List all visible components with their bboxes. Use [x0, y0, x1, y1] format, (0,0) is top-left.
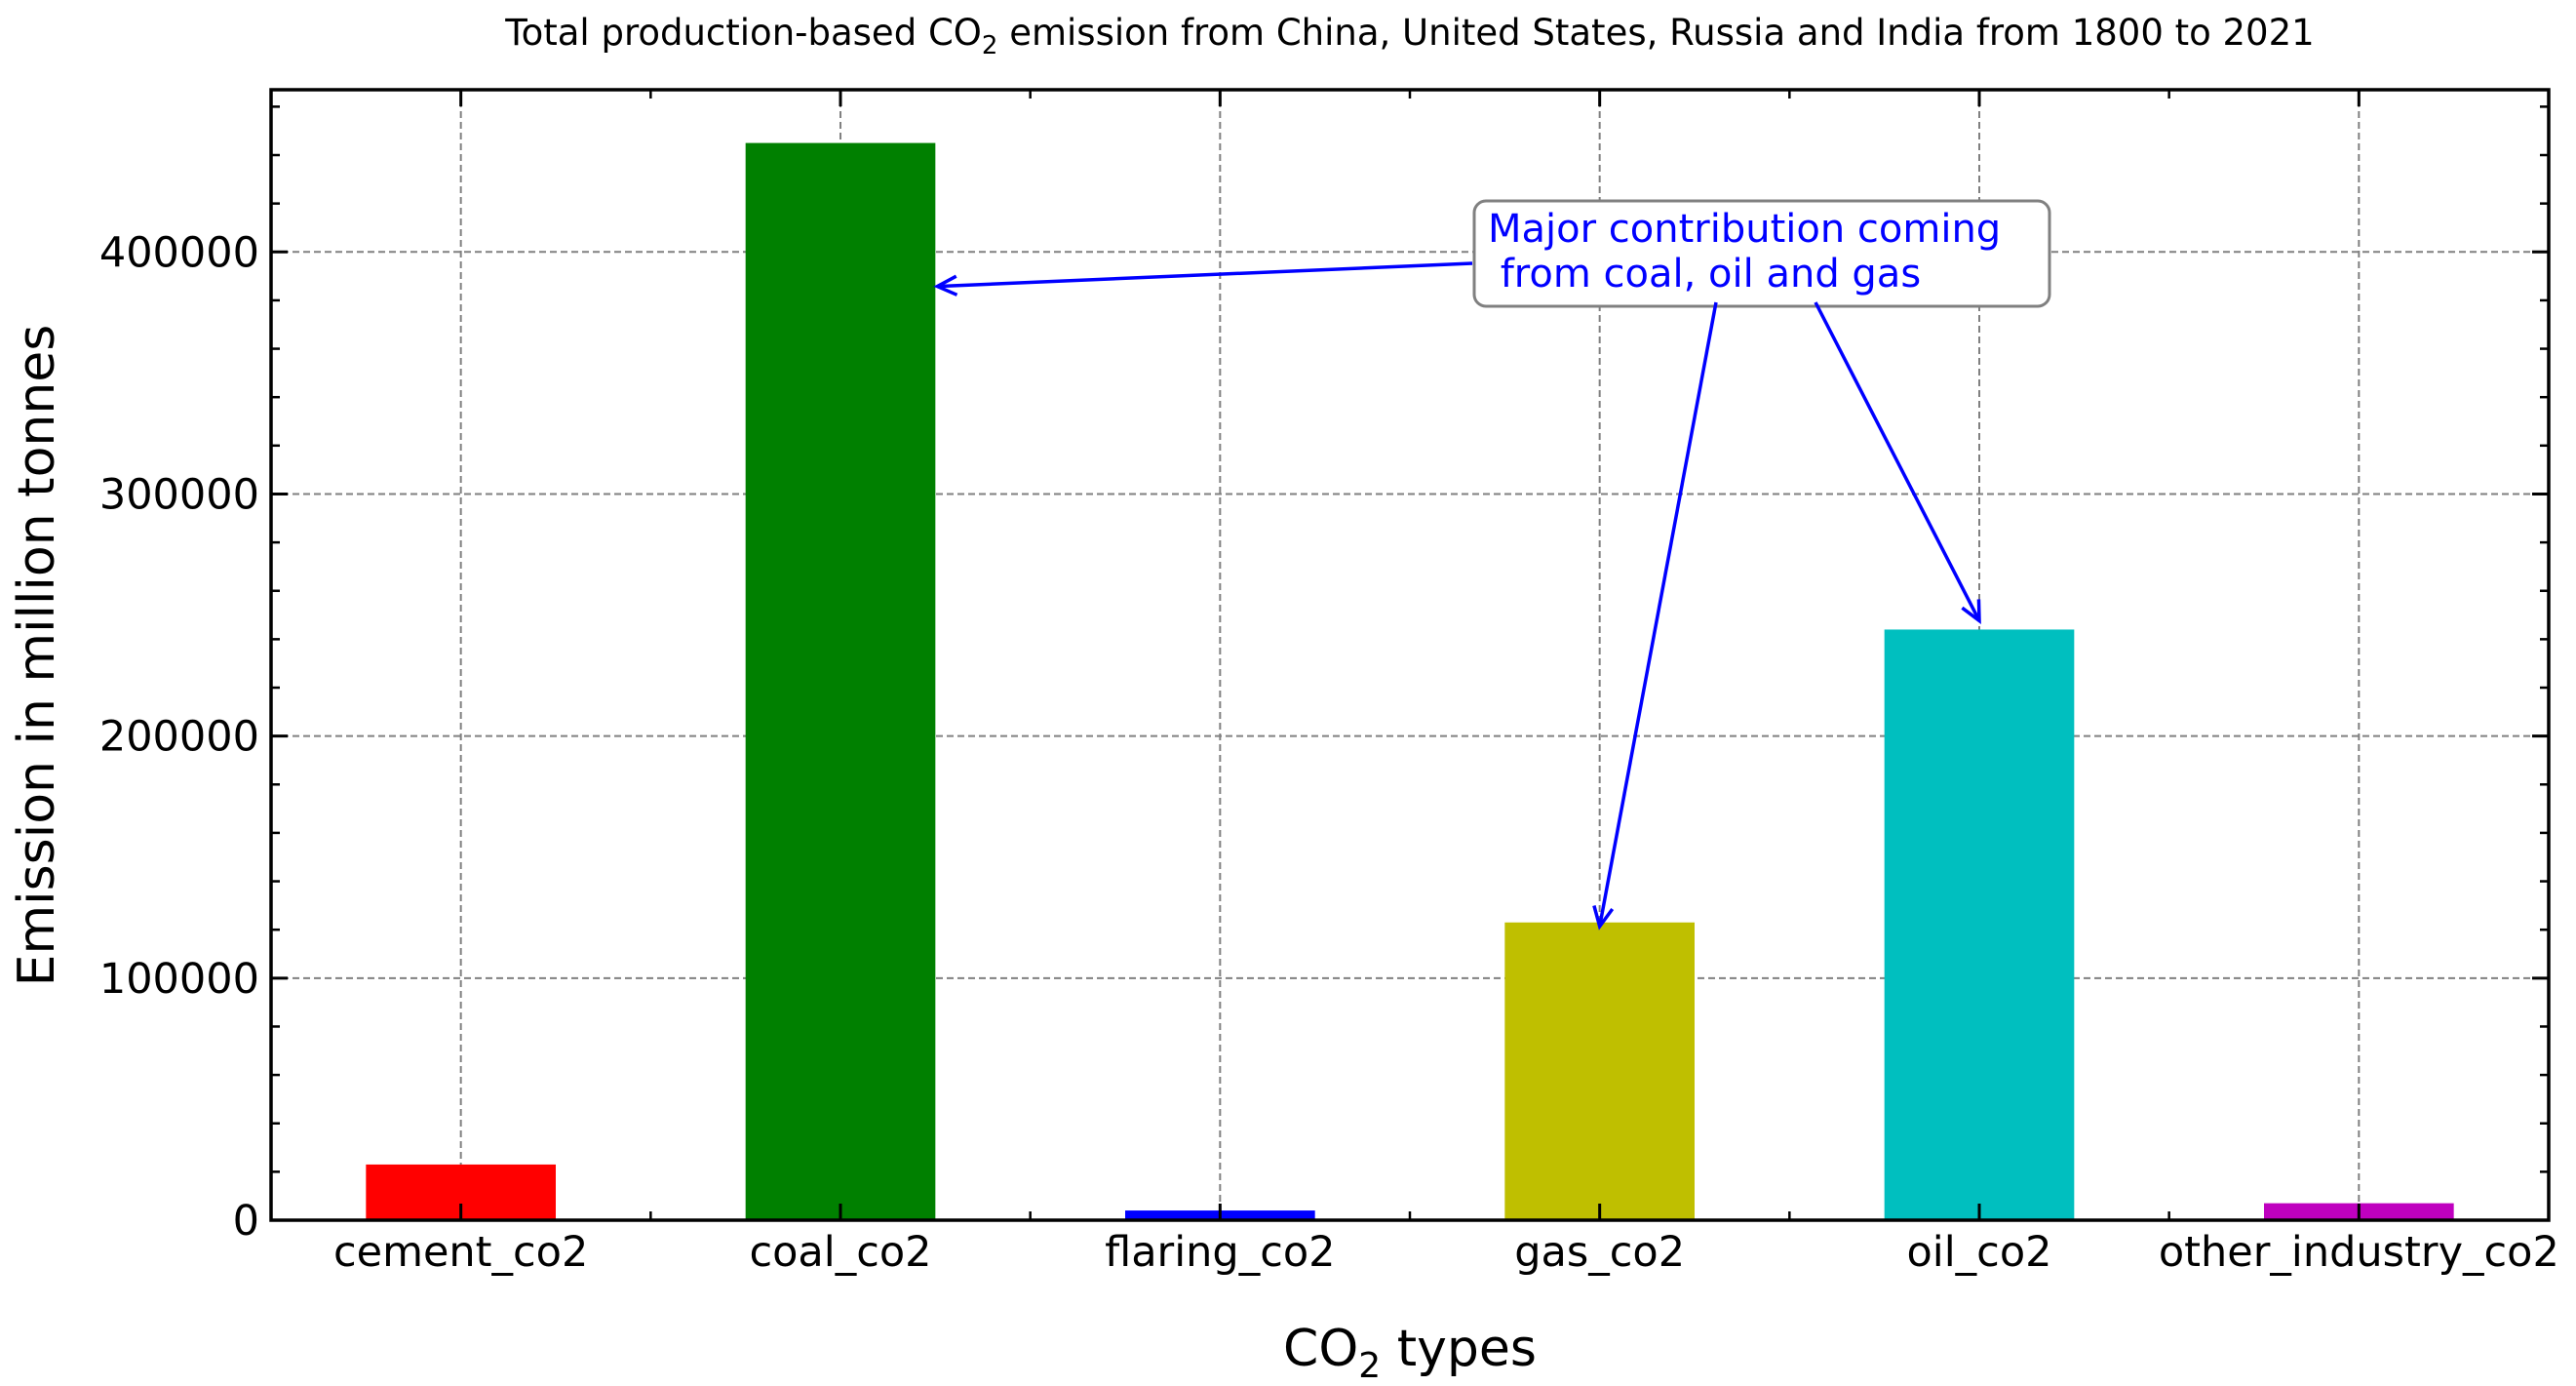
- bars-layer: [366, 142, 2454, 1220]
- bar-gas_co2: [1504, 922, 1695, 1220]
- ytick-label: 100000: [99, 955, 259, 1004]
- annotation-arrows: [933, 261, 1981, 931]
- xtick-label-cement_co2: cement_co2: [333, 1228, 588, 1277]
- ytick-labels: 0 100000 200000 300000 400000: [99, 228, 259, 1246]
- bar-oil_co2: [1884, 629, 2075, 1220]
- xtick-label-gas_co2: gas_co2: [1514, 1228, 1685, 1277]
- annotation-text: Major contribution coming from coal, oil…: [1488, 207, 2013, 297]
- xtick-labels: cement_co2 coal_co2 flaring_co2 gas_co2 oil_…: [333, 1228, 2559, 1277]
- xtick-label-coal_co2: coal_co2: [749, 1228, 931, 1277]
- ytick-label: 300000: [99, 470, 259, 519]
- arrow-to-oil: [1814, 301, 1981, 622]
- ytick-label: 0: [233, 1197, 259, 1246]
- xtick-label-other_industry_co2: other_industry_co2: [2159, 1228, 2559, 1277]
- x-axis-label: CO2 types: [1283, 1320, 1537, 1386]
- ytick-label: 400000: [99, 228, 259, 277]
- arrow-to-gas: [1597, 301, 1718, 928]
- ytick-label: 200000: [99, 713, 259, 762]
- bar-coal_co2: [745, 142, 936, 1220]
- plot-frame: [269, 88, 2551, 1222]
- annotation-line-2: from coal, oil and gas: [1488, 252, 1921, 297]
- grid-layer: [271, 90, 2549, 1220]
- xtick-label-oil_co2: oil_co2: [1906, 1228, 2051, 1277]
- annotation: Major contribution coming from coal, oil…: [933, 199, 2051, 931]
- annotation-line-1: Major contribution coming: [1488, 207, 2001, 252]
- annotation-box: [1472, 199, 2051, 308]
- ticks-layer: [269, 90, 2551, 1222]
- arrow-to-coal: [937, 261, 1473, 289]
- chart-title: Total production-based CO2 emission from…: [504, 12, 2314, 60]
- arrow-to-gas-head: [1592, 905, 1615, 931]
- y-axis-label: Emission in million tonnes: [8, 325, 66, 987]
- arrow-to-coal-head: [933, 274, 958, 297]
- arrow-to-oil-head: [1961, 599, 1981, 625]
- xtick-label-flaring_co2: flaring_co2: [1105, 1228, 1335, 1277]
